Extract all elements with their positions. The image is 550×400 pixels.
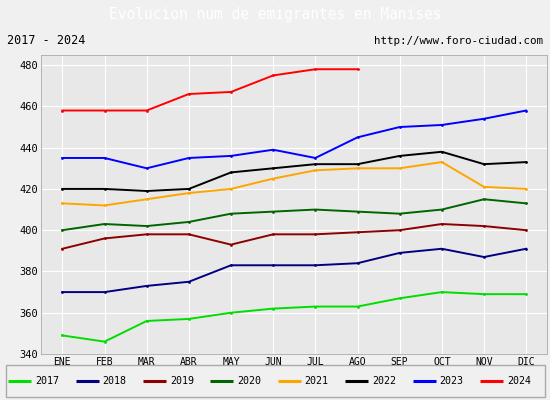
Text: 2017 - 2024: 2017 - 2024	[7, 34, 85, 47]
Text: Evolucion num de emigrantes en Manises: Evolucion num de emigrantes en Manises	[109, 7, 441, 22]
Text: 2018: 2018	[103, 376, 126, 386]
FancyBboxPatch shape	[6, 365, 544, 397]
Text: 2020: 2020	[238, 376, 261, 386]
Text: 2024: 2024	[507, 376, 531, 386]
Text: 2019: 2019	[170, 376, 194, 386]
Text: 2017: 2017	[35, 376, 59, 386]
Text: http://www.foro-ciudad.com: http://www.foro-ciudad.com	[375, 36, 543, 46]
Text: 2021: 2021	[305, 376, 329, 386]
Text: 2022: 2022	[372, 376, 396, 386]
Text: 2023: 2023	[439, 376, 464, 386]
